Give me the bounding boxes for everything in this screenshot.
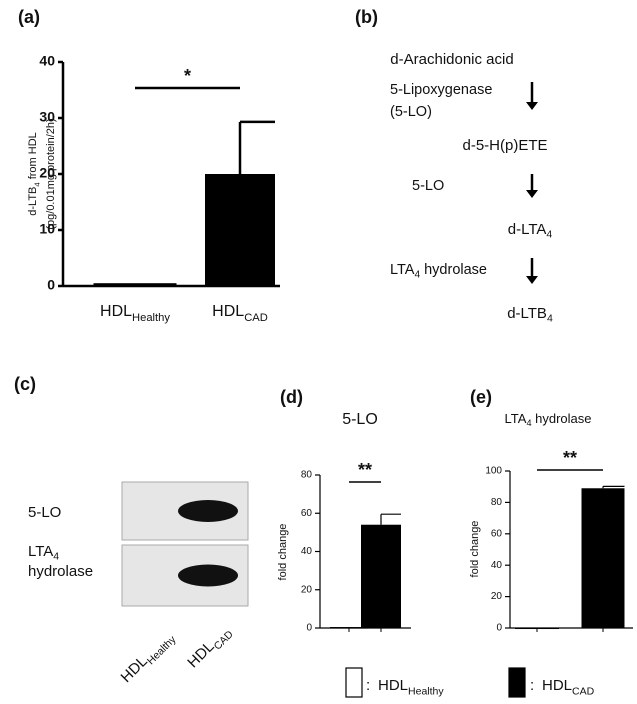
y-tick-label: 60 bbox=[301, 508, 313, 519]
y-tick-label: 10 bbox=[39, 221, 55, 237]
significance: * bbox=[184, 66, 191, 86]
significance: ** bbox=[358, 460, 372, 480]
text-run: 5-LO bbox=[28, 504, 61, 521]
molecule: d-5-H(p)ETE bbox=[462, 137, 547, 154]
y-tick-label: 40 bbox=[301, 546, 313, 557]
text-run: fold change bbox=[277, 524, 289, 581]
chart-title: 5-LO bbox=[342, 411, 378, 428]
bar bbox=[515, 627, 559, 630]
enzyme: 5-LO bbox=[412, 178, 444, 194]
legend-separator: : bbox=[366, 677, 370, 694]
molecule: d-LTA4 bbox=[508, 221, 553, 240]
text-run: HDL bbox=[100, 303, 132, 320]
y-tick-label: 20 bbox=[301, 584, 313, 595]
legend-swatch bbox=[345, 667, 363, 698]
text-run: hydrolase bbox=[28, 563, 93, 580]
x-tick-label: HDLHealthy bbox=[100, 303, 170, 324]
y-tick-label: 80 bbox=[491, 497, 503, 508]
panel-label: (a) bbox=[18, 7, 40, 27]
text-run: d-LTB bbox=[507, 305, 547, 322]
blot-band bbox=[178, 564, 238, 587]
y-tick-label: 40 bbox=[491, 560, 503, 571]
subscript: Healthy bbox=[145, 633, 179, 667]
molecule: d-LTB4 bbox=[507, 305, 553, 324]
subscript: 4 bbox=[414, 269, 420, 280]
row-label: 5-LO bbox=[28, 504, 61, 521]
panel-label: (b) bbox=[355, 7, 378, 27]
row-label: LTA4 bbox=[28, 543, 59, 562]
text-run: HDL bbox=[378, 677, 408, 694]
text-run: 5-LO bbox=[342, 411, 378, 428]
subscript: 4 bbox=[547, 312, 553, 324]
enzyme: (5-LO) bbox=[390, 104, 432, 120]
lane-label: HDLCAD bbox=[184, 622, 236, 674]
subscript: 4 bbox=[546, 228, 552, 240]
lane-label: HDLHealthy bbox=[118, 627, 179, 688]
subscript: CAD bbox=[572, 686, 595, 698]
text-run: d-Arachidonic acid bbox=[390, 51, 513, 68]
y-tick-label: 60 bbox=[491, 528, 503, 539]
bar bbox=[93, 283, 177, 286]
y-tick-label: 0 bbox=[496, 623, 502, 634]
text-run: 5-LO bbox=[412, 178, 444, 194]
panel-label: (c) bbox=[14, 374, 36, 394]
y-tick-label: 40 bbox=[39, 53, 55, 69]
legend-label: HDLCAD bbox=[542, 677, 595, 698]
bar bbox=[581, 488, 625, 628]
y-axis-label: (pg/0.01mg protein/2h) bbox=[45, 118, 57, 229]
y-tick-label: 80 bbox=[301, 470, 313, 481]
subscript: Healthy bbox=[132, 312, 170, 324]
y-tick-label: 30 bbox=[39, 109, 55, 125]
arrow-head bbox=[526, 276, 538, 284]
text-run: d-5-H(p)ETE bbox=[462, 137, 547, 154]
text-run: hydrolase bbox=[532, 411, 592, 426]
significance: ** bbox=[563, 448, 577, 468]
subscript: Healthy bbox=[408, 686, 444, 698]
text-run: (pg/0.01mg protein/2h) bbox=[45, 118, 57, 229]
text-run: d-LTB bbox=[27, 187, 39, 216]
text-run: LTA bbox=[390, 262, 415, 278]
arrow-head bbox=[526, 102, 538, 110]
text-run: 5-Lipoxygenase bbox=[390, 82, 492, 98]
legend-label: HDLHealthy bbox=[378, 677, 444, 698]
text-run: d-LTA bbox=[508, 221, 547, 238]
panel-label: (e) bbox=[470, 387, 492, 407]
subscript: CAD bbox=[244, 312, 268, 324]
text-run: fold change bbox=[469, 521, 481, 578]
panel-label: (d) bbox=[280, 387, 303, 407]
legend-swatch bbox=[508, 667, 526, 698]
y-tick-label: 0 bbox=[47, 277, 55, 293]
y-tick-label: 100 bbox=[485, 466, 502, 477]
blot-band bbox=[178, 500, 238, 522]
y-tick-label: 0 bbox=[306, 623, 312, 634]
legend-separator: : bbox=[530, 677, 534, 694]
text-run: HDL bbox=[542, 677, 572, 694]
subscript: 4 bbox=[53, 550, 59, 562]
y-axis-label: d-LTB4 from HDL bbox=[27, 132, 41, 216]
row-label: hydrolase bbox=[28, 563, 93, 580]
subscript: 4 bbox=[526, 418, 531, 428]
y-axis-label: fold change bbox=[277, 524, 289, 581]
bar bbox=[330, 627, 368, 629]
text-run: LTA bbox=[505, 411, 527, 426]
chart-title: LTA4 hydrolase bbox=[505, 411, 592, 428]
text-run: LTA bbox=[28, 543, 53, 560]
molecule: d-Arachidonic acid bbox=[390, 51, 513, 68]
text-run: from HDL bbox=[27, 132, 39, 182]
enzyme: 5-Lipoxygenase bbox=[390, 82, 492, 98]
bar bbox=[361, 524, 401, 628]
text-run: (5-LO) bbox=[390, 104, 432, 120]
y-axis-label: fold change bbox=[469, 521, 481, 578]
y-tick-label: 20 bbox=[39, 165, 55, 181]
arrow-head bbox=[526, 190, 538, 198]
subscript: 4 bbox=[32, 182, 41, 187]
bar bbox=[205, 174, 275, 286]
text-run: HDL bbox=[212, 303, 244, 320]
subscript: CAD bbox=[212, 628, 236, 652]
y-tick-label: 20 bbox=[491, 591, 503, 602]
enzyme: LTA4 hydrolase bbox=[390, 262, 487, 280]
x-tick-label: HDLCAD bbox=[212, 303, 268, 324]
text-run: hydrolase bbox=[420, 262, 487, 278]
